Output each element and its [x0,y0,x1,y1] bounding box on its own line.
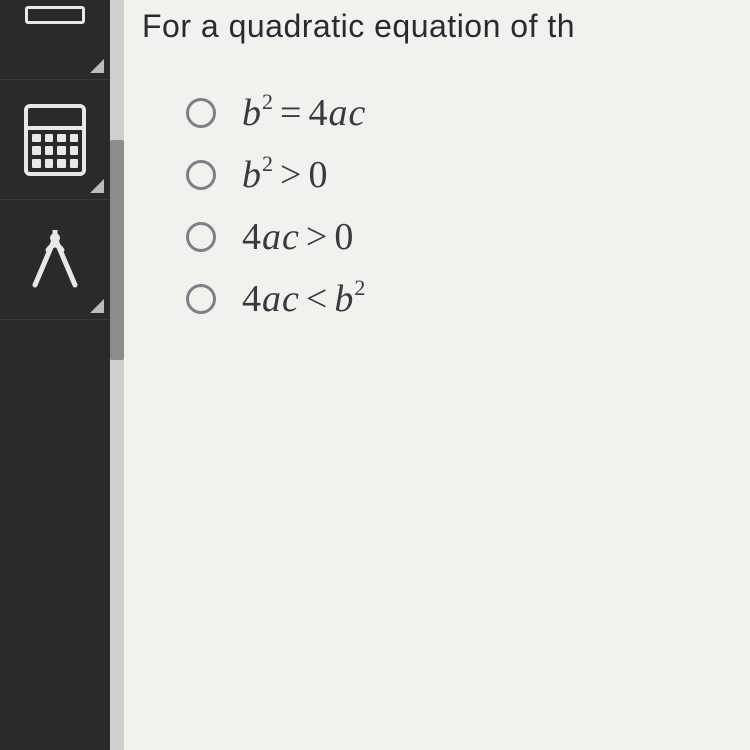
options-group: b2=4ac b2>0 4ac>0 4ac<b2 [186,91,750,321]
radio-icon[interactable] [186,284,216,314]
option-2-expression: b2>0 [242,153,328,197]
option-3[interactable]: 4ac>0 [186,215,750,259]
question-text: For a quadratic equation of th [142,8,750,45]
radio-icon[interactable] [186,98,216,128]
question-panel: For a quadratic equation of th b2=4ac b2… [124,0,750,750]
dropdown-triangle-icon [90,59,104,73]
toolbar-scrollbar[interactable] [110,0,124,750]
radio-icon[interactable] [186,160,216,190]
option-4-expression: 4ac<b2 [242,277,366,321]
tool-ruler[interactable] [0,0,110,80]
calculator-icon [24,104,86,176]
option-1[interactable]: b2=4ac [186,91,750,135]
option-2[interactable]: b2>0 [186,153,750,197]
dropdown-triangle-icon [90,299,104,313]
dropdown-triangle-icon [90,179,104,193]
tool-compass[interactable] [0,200,110,320]
tool-calculator[interactable] [0,80,110,200]
ruler-icon [25,6,85,24]
radio-icon[interactable] [186,222,216,252]
option-4[interactable]: 4ac<b2 [186,277,750,321]
compass-icon [20,230,90,290]
scrollbar-thumb[interactable] [110,140,124,360]
option-1-expression: b2=4ac [242,91,366,135]
scrollbar-track [110,0,124,750]
option-3-expression: 4ac>0 [242,215,354,259]
toolbar [0,0,110,750]
